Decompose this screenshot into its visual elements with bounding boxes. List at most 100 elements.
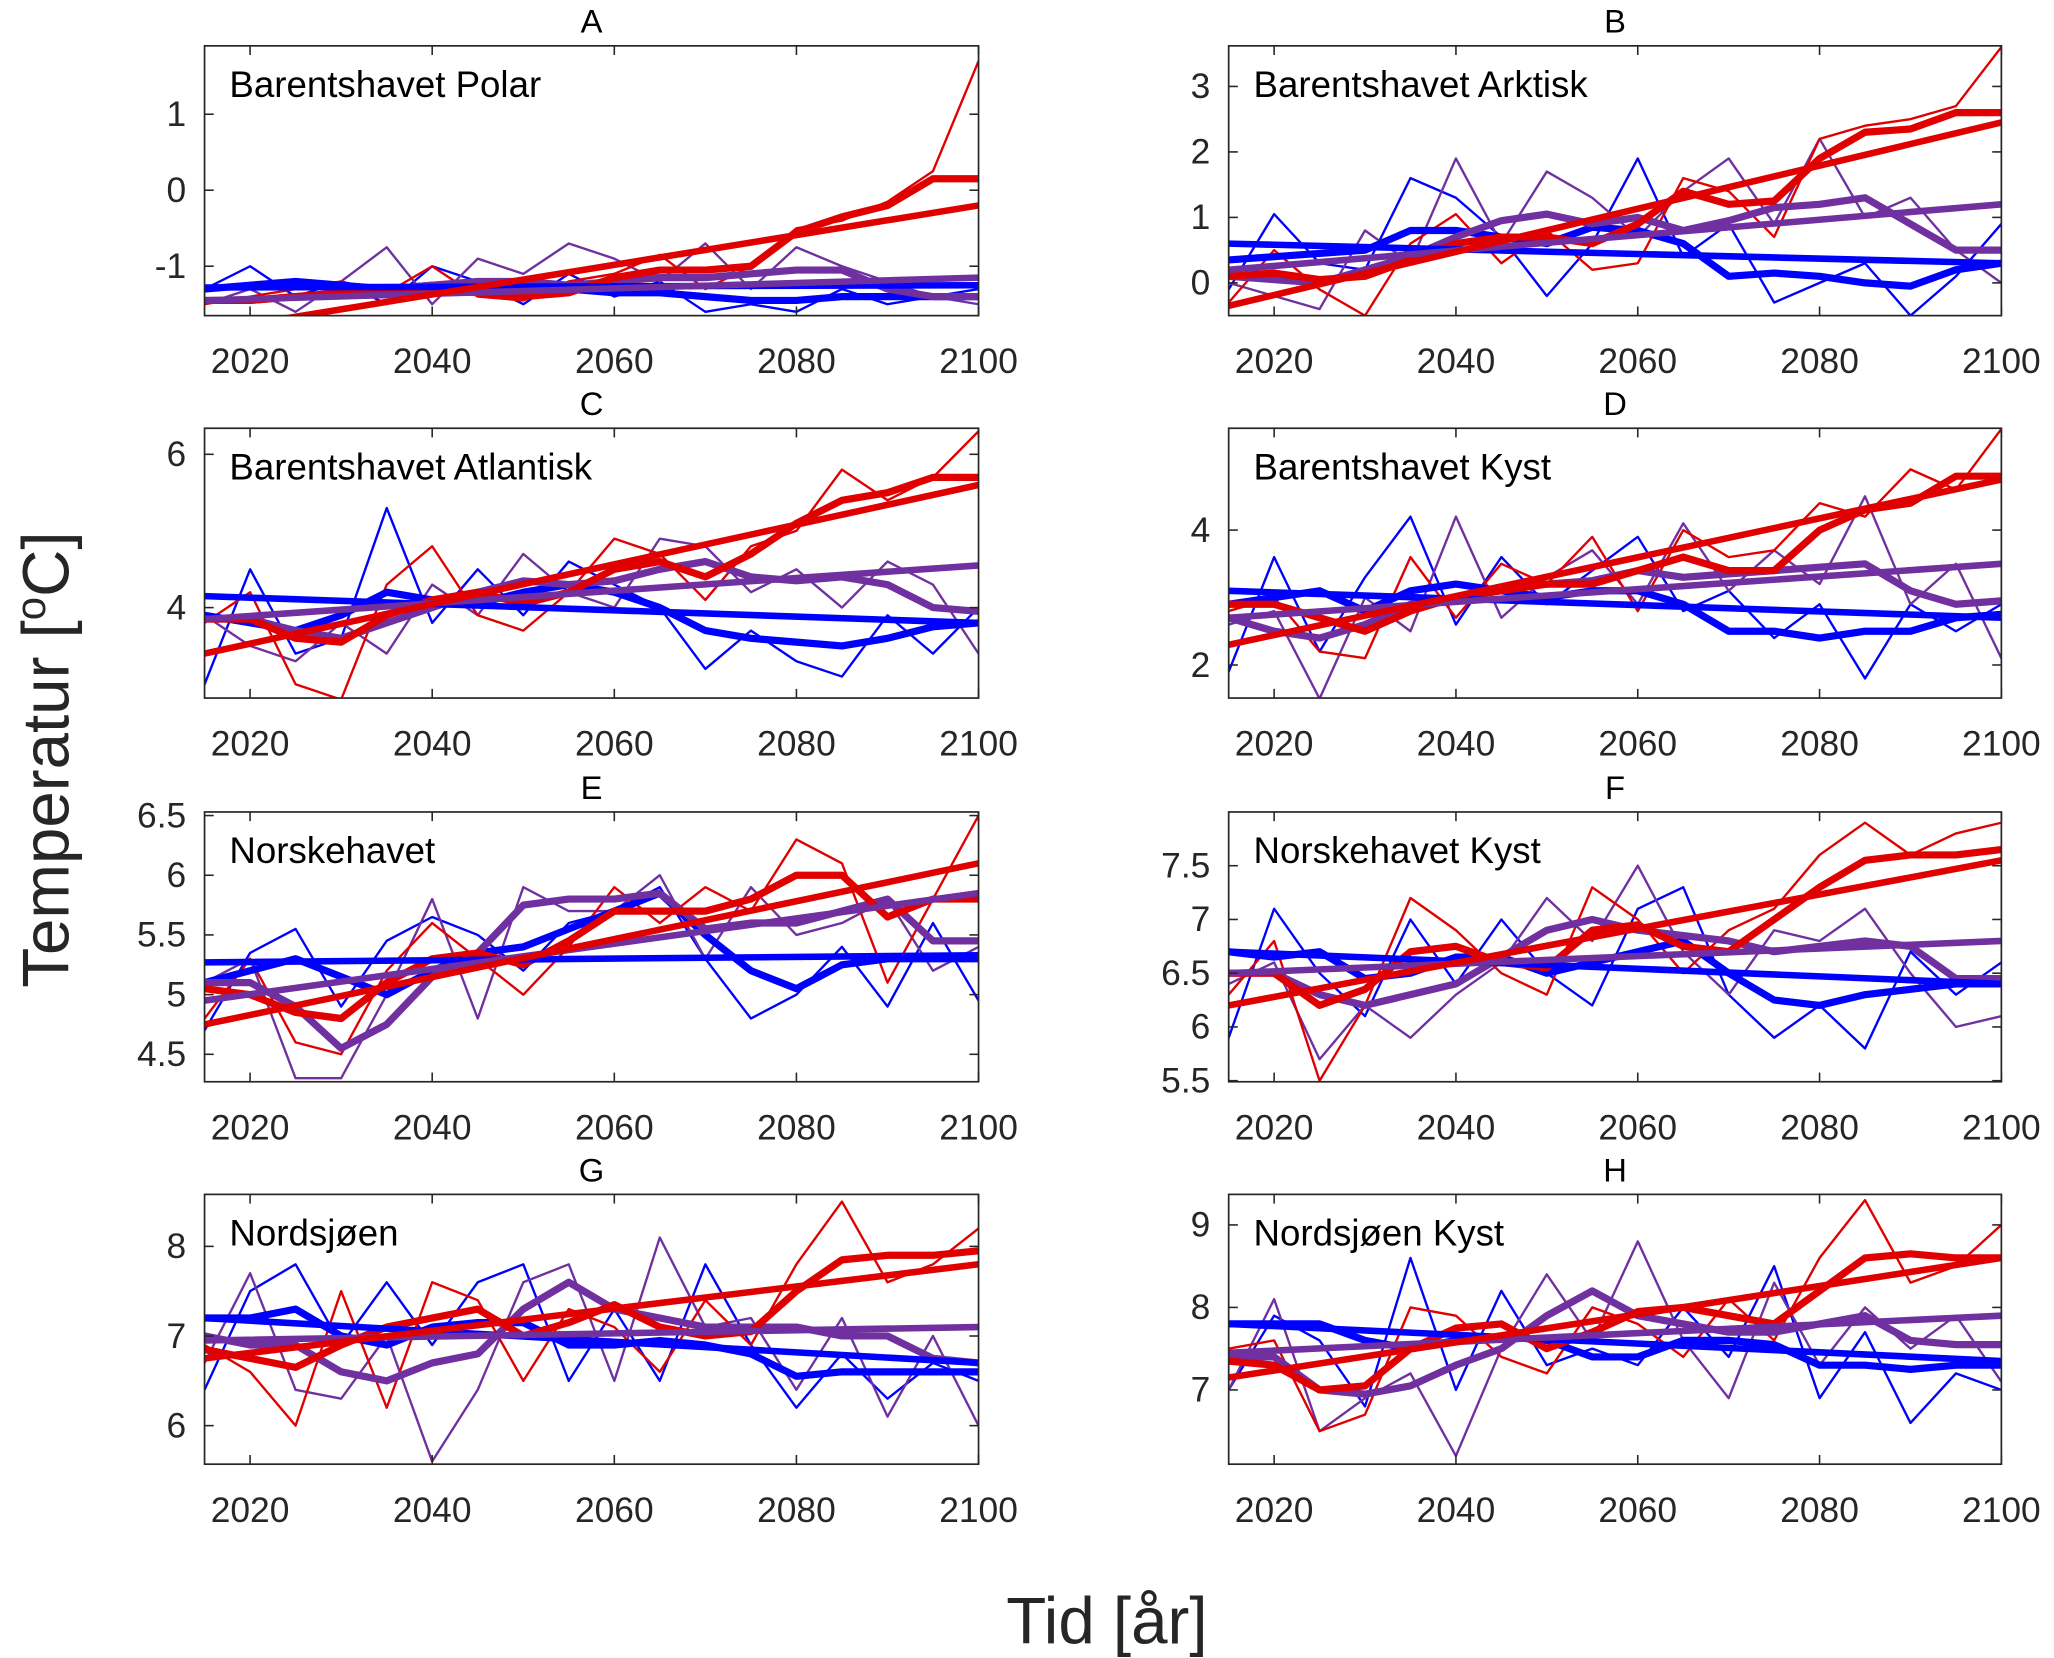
red-smooth-line (1228, 845, 2002, 1010)
blue-smooth-line (204, 1305, 979, 1380)
x-tick-label: 2040 (393, 342, 472, 381)
blue-trend-line (1228, 948, 2002, 988)
panel-title: F (1605, 769, 1625, 806)
red-annual-line (204, 430, 979, 699)
y-tick-label: 5.5 (1161, 1061, 1210, 1100)
x-tick-label: 2040 (393, 1108, 472, 1147)
axes-box (1227, 427, 2003, 699)
panel-title: A (581, 3, 603, 40)
y-tick-label: 6 (1191, 1008, 1211, 1047)
axes-box (1227, 811, 2003, 1083)
panel-title: H (1603, 1151, 1627, 1188)
y-tick-label: 7 (1191, 900, 1211, 939)
x-tick-label: 2040 (1417, 1491, 1496, 1530)
region-label: Barentshavet Atlantisk (229, 446, 592, 487)
y-axis-label-degree: o (7, 597, 54, 620)
purple-annual-line (1228, 1240, 2002, 1458)
x-tick-label: 2060 (1598, 725, 1677, 764)
x-tick-label: 2060 (1598, 1108, 1677, 1147)
y-axis-label-unit: C] (9, 531, 82, 596)
axes-box (203, 427, 980, 699)
axes-box (1227, 1193, 2003, 1466)
y-axis-label: Temperatur [oC] (7, 531, 83, 987)
x-tick-label: 2020 (1235, 1491, 1314, 1530)
x-tick-label: 2080 (757, 342, 836, 381)
blue-smooth-line (204, 889, 979, 999)
x-tick-label: 2080 (757, 1108, 836, 1147)
y-tick-label: 5.5 (137, 916, 186, 955)
y-tick-label: 0 (167, 171, 187, 210)
x-tick-label: 2080 (1780, 1491, 1859, 1530)
red-trend-line (204, 481, 979, 657)
x-tick-label: 2080 (1780, 1108, 1859, 1147)
x-tick-label: 2040 (393, 1491, 472, 1530)
purple-annual-line (204, 537, 979, 663)
x-tick-label: 2100 (1962, 1108, 2041, 1147)
y-tick-label: 2 (1191, 646, 1211, 685)
region-label: Barentshavet Kyst (1254, 446, 1551, 487)
y-tick-label: -1 (155, 247, 186, 286)
plot-area (204, 1200, 979, 1463)
x-tick-label: 2020 (211, 342, 290, 381)
red-trend-line (1228, 857, 2002, 1009)
y-tick-label: 6.5 (137, 796, 186, 835)
panel-f: 2020 2040 2060 2080 2100 5.5 6 6.5 7 7.5 F Norskeha… (1161, 769, 2041, 1148)
red-smooth-line (204, 473, 979, 646)
plot-area (204, 430, 979, 699)
y-tick-label: 7 (167, 1317, 187, 1356)
purple-trend-line (204, 562, 979, 623)
blue-trend-line (204, 951, 979, 966)
blue-annual-line (1228, 515, 2002, 680)
y-tick-label: 6.5 (1161, 954, 1210, 993)
x-axis-label: Tid [år] (1006, 1585, 1207, 1658)
region-label: Barentshavet Polar (229, 64, 541, 105)
purple-trend-line (204, 274, 979, 304)
purple-trend-line (1228, 560, 2002, 622)
plot-area (1228, 45, 2002, 316)
purple-trend-line (1228, 1312, 2002, 1357)
red-annual-line (1228, 45, 2002, 316)
blue-trend-line (1228, 240, 2002, 267)
purple-smooth-line (204, 1278, 979, 1385)
region-label: Norskehavet Kyst (1254, 830, 1541, 871)
x-tick-label: 2040 (1417, 725, 1496, 764)
x-tick-label: 2100 (1962, 725, 2041, 764)
region-label: Nordsjøen Kyst (1254, 1212, 1505, 1253)
y-tick-label: 6 (167, 1406, 187, 1445)
panel-title: E (581, 769, 603, 806)
blue-smooth-line (1228, 1320, 2002, 1373)
x-tick-label: 2100 (1962, 1491, 2041, 1530)
y-tick-label: 4 (167, 588, 187, 627)
y-tick-label: 3 (1191, 67, 1211, 106)
plot-area (1228, 428, 2002, 699)
blue-trend-line (204, 592, 979, 627)
purple-trend-line (1228, 937, 2002, 977)
blue-smooth-line (204, 581, 979, 650)
y-tick-label: 1 (167, 95, 187, 134)
plot-area (204, 814, 979, 1080)
panel-c: 2020 2040 2060 2080 2100 4 6 C Barentshavet Atla… (167, 385, 1018, 764)
x-tick-label: 2080 (757, 725, 836, 764)
red-trend-line (1228, 1254, 2002, 1381)
red-smooth-line (1228, 1250, 2002, 1394)
red-trend-line (1228, 476, 2002, 649)
panel-title: D (1603, 385, 1627, 422)
red-smooth-line (204, 871, 979, 1023)
x-tick-label: 2020 (1235, 725, 1314, 764)
x-tick-label: 2060 (575, 725, 654, 764)
y-tick-label: 7 (1191, 1371, 1211, 1410)
axes-box (203, 811, 980, 1083)
y-tick-label: 9 (1191, 1206, 1211, 1245)
subplot-grid: 2020 2040 2060 2080 2100 -1 0 1 A Barentshavet Po… (137, 3, 2041, 1530)
x-tick-label: 2020 (1235, 1108, 1314, 1147)
purple-annual-line (204, 874, 979, 1080)
panel-title: C (580, 385, 604, 422)
x-tick-label: 2020 (211, 1491, 290, 1530)
red-trend-line (1228, 119, 2002, 310)
panel-b: 2020 2040 2060 2080 2100 0 1 2 3 B Barentshavet Ar… (1191, 3, 2041, 382)
red-trend-line (282, 202, 979, 316)
x-tick-label: 2080 (757, 1491, 836, 1530)
panel-d: 2020 2040 2060 2080 2100 2 4 D Barentshavet Kyst (1191, 385, 2041, 764)
x-tick-label: 2060 (1598, 342, 1677, 381)
